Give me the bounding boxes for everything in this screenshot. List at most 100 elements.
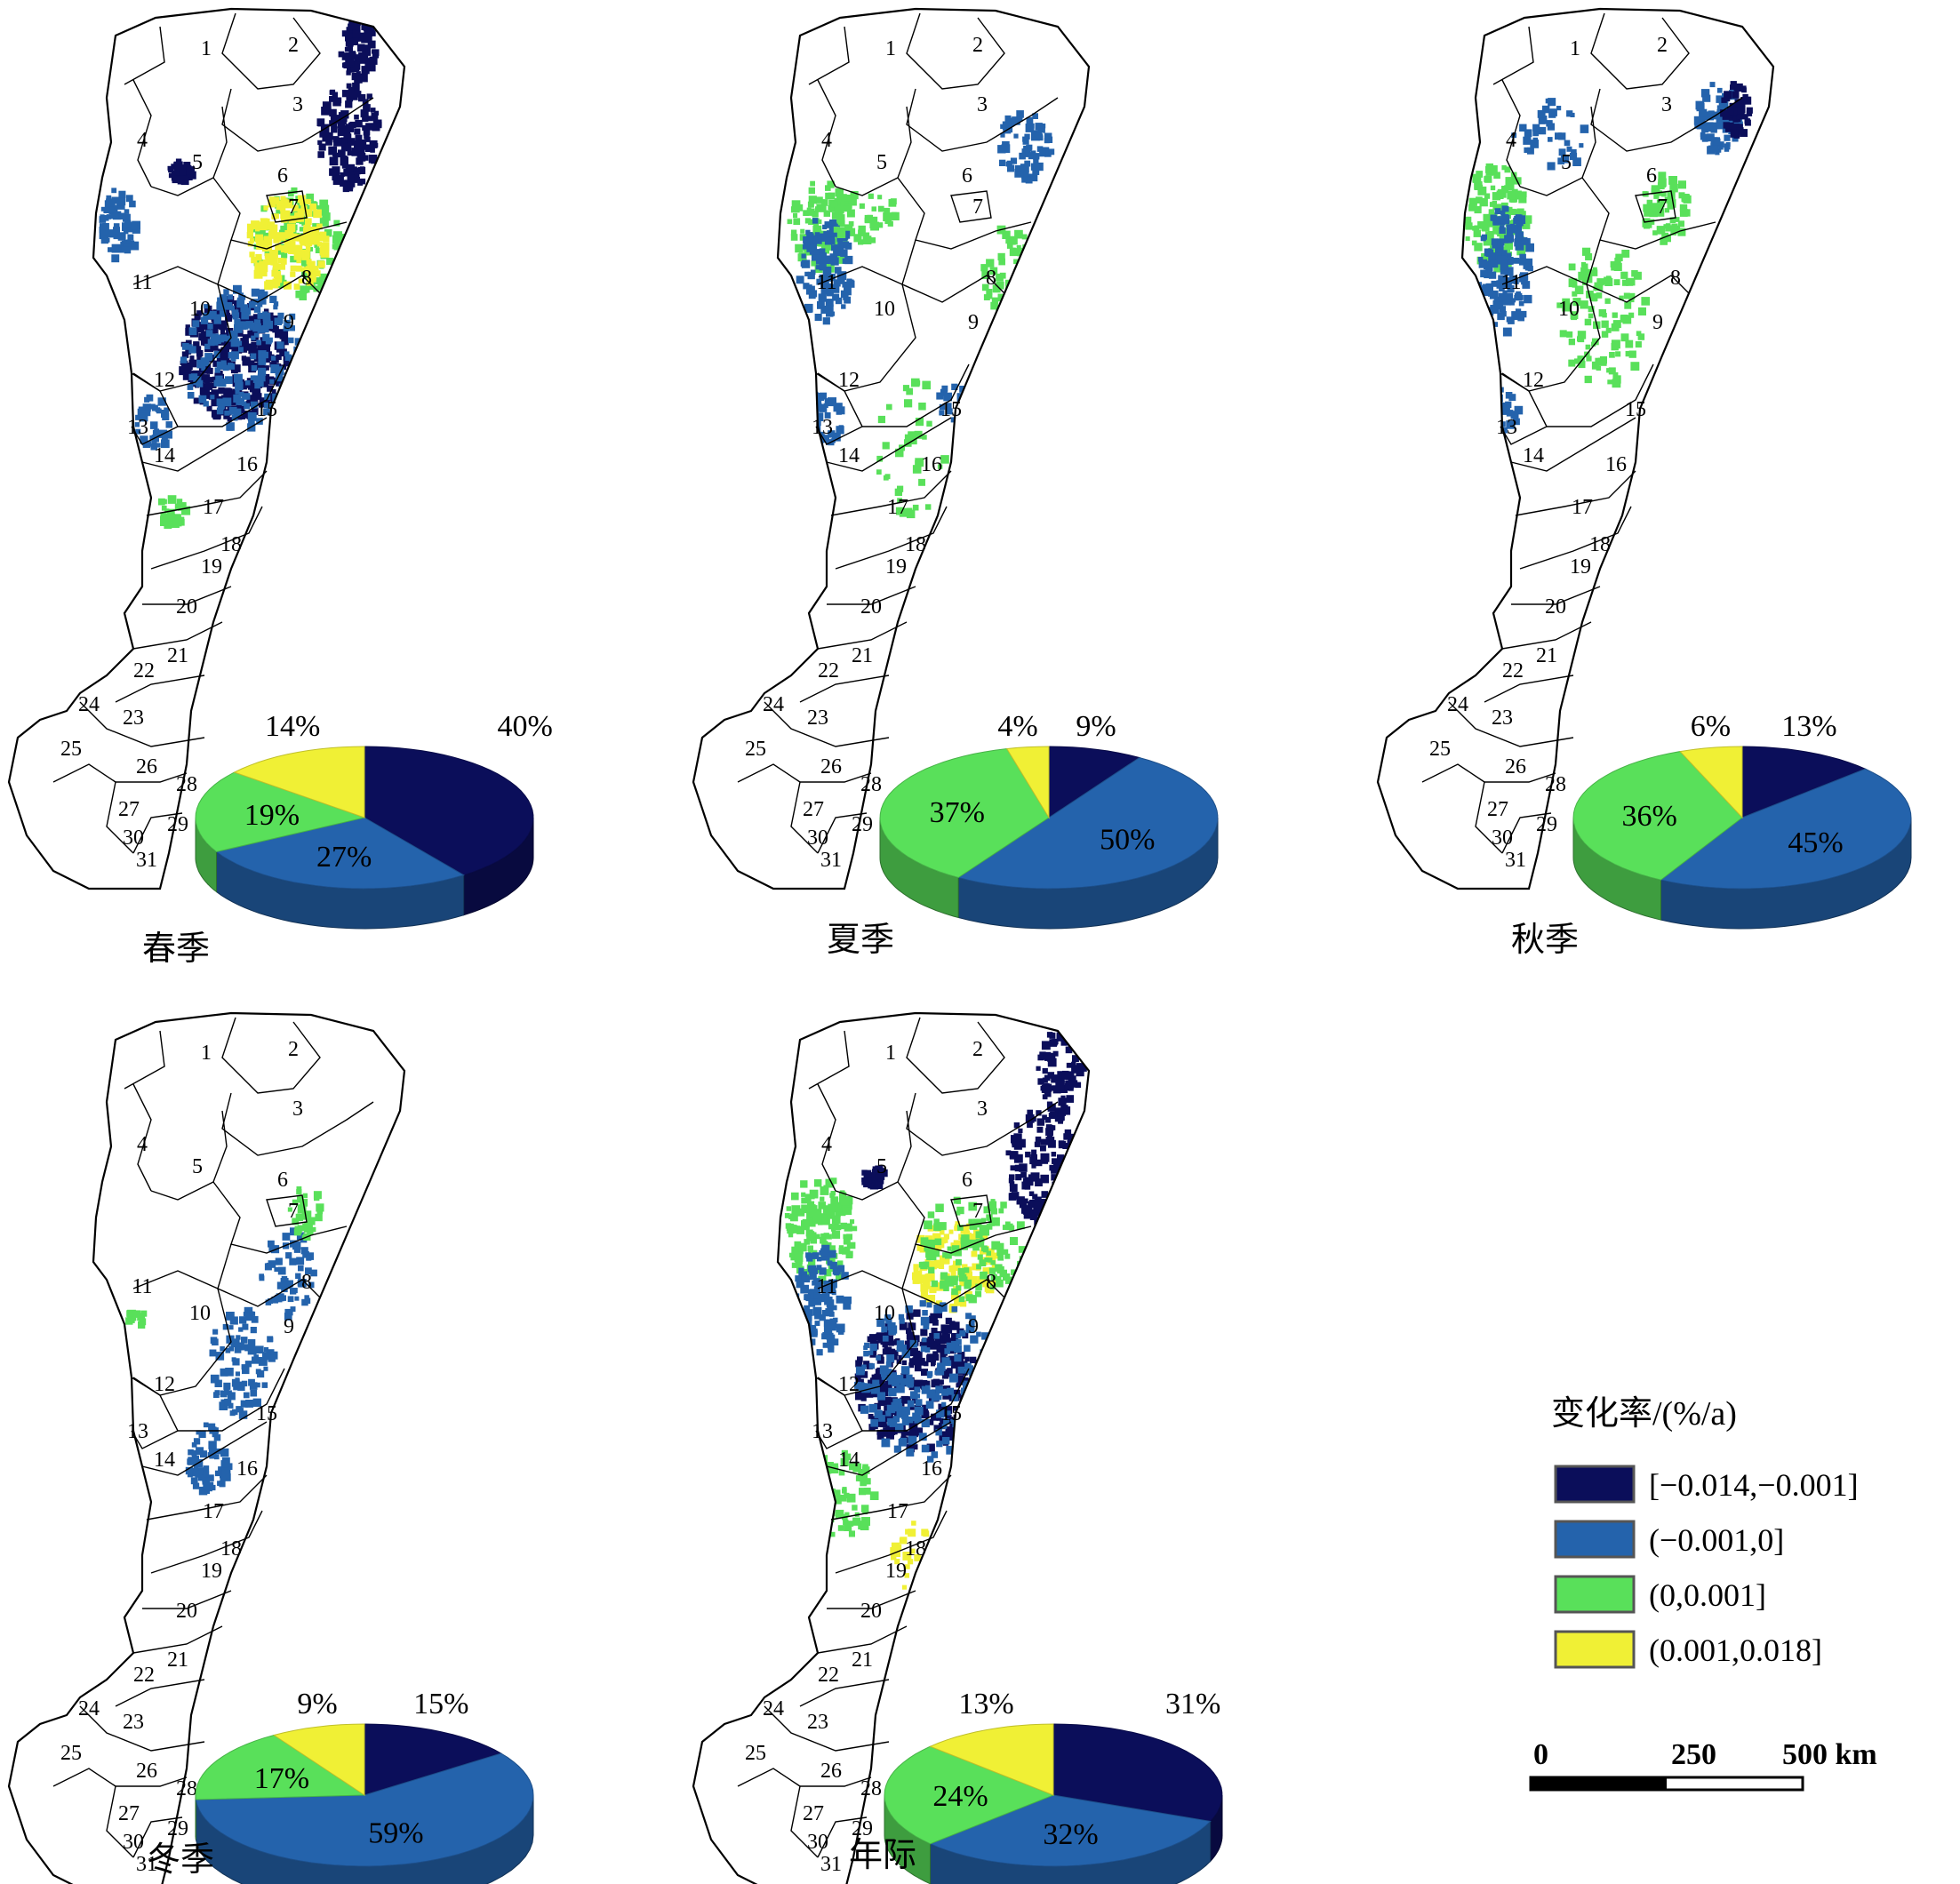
legend-label-1: [−0.014,−0.001] (1649, 1467, 1859, 1503)
region-number-31: 31 (820, 1853, 842, 1876)
district-border (124, 26, 165, 85)
district-border (1501, 812, 1552, 854)
pie-slice-2 (956, 756, 1219, 890)
region-number-11: 11 (1500, 271, 1521, 294)
region-number-23: 23 (123, 1711, 144, 1734)
region-number-2: 2 (288, 34, 299, 57)
region-number-22: 22 (818, 1664, 839, 1687)
district-border (217, 1243, 321, 1307)
pie-slice-3 (195, 771, 366, 853)
pie-label-3: 17% (254, 1762, 309, 1795)
district-border (141, 1421, 268, 1476)
region-number-17: 17 (203, 496, 224, 519)
pie-label-2: 27% (316, 841, 372, 874)
region-number-16: 16 (236, 1457, 258, 1481)
district-border (150, 506, 263, 570)
region-number-31: 31 (136, 849, 157, 872)
pie-slice-1 (364, 1723, 502, 1796)
district-border (1501, 621, 1592, 650)
region-number-23: 23 (807, 706, 828, 730)
pie-slice-3 (879, 747, 1050, 879)
district-border (115, 675, 205, 703)
district-border (1501, 79, 1521, 188)
region-number-6: 6 (962, 1169, 972, 1192)
region-number-24: 24 (763, 693, 784, 716)
pie-slice-4 (272, 1723, 365, 1796)
region-number-9: 9 (284, 1315, 294, 1338)
district-border (808, 1030, 850, 1090)
region-number-7: 7 (972, 1200, 983, 1223)
pie-slice-1 (364, 746, 534, 876)
region-number-16: 16 (921, 1457, 942, 1481)
district-border (800, 1776, 872, 1787)
region-number-3: 3 (292, 1098, 303, 1121)
district-border (221, 12, 321, 90)
region-number-26: 26 (136, 1760, 157, 1783)
region-number-19: 19 (201, 555, 222, 579)
study-area-outline (7, 7, 406, 890)
region-number-17: 17 (887, 1500, 908, 1523)
district-border (1484, 675, 1574, 703)
district-border (79, 701, 205, 747)
region-number-13: 13 (1496, 416, 1517, 439)
region-number-21: 21 (1536, 644, 1557, 667)
district-border (132, 1816, 183, 1858)
region-number-2: 2 (972, 1038, 983, 1061)
region-number-25: 25 (60, 1742, 82, 1765)
region-number-3: 3 (977, 1098, 988, 1121)
region-number-19: 19 (885, 1560, 907, 1583)
district-border (1515, 470, 1636, 516)
district-border (1484, 772, 1556, 783)
region-number-11: 11 (132, 271, 152, 294)
region-number-5: 5 (192, 1155, 203, 1178)
region-number-18: 18 (220, 1537, 242, 1561)
region-number-15: 15 (1625, 398, 1646, 421)
district-border (764, 701, 890, 747)
region-number-31: 31 (1505, 849, 1526, 872)
pie-label-4: 9% (297, 1688, 337, 1720)
region-number-21: 21 (852, 1648, 873, 1672)
region-number-10: 10 (1558, 298, 1580, 321)
region-number-4: 4 (821, 1133, 832, 1156)
region-number-30: 30 (123, 1831, 144, 1854)
region-number-30: 30 (123, 826, 144, 850)
scale-label-0: 0 (1533, 1738, 1548, 1771)
region-number-6: 6 (277, 1169, 288, 1192)
district-border (116, 772, 188, 783)
district-border (132, 621, 223, 650)
region-number-6: 6 (962, 164, 972, 188)
panel-5: 1 234567891011121314151617181920212223242… (692, 1011, 1223, 1884)
region-number-1: 1 (201, 1042, 212, 1065)
region-number-13: 13 (812, 416, 833, 439)
region-number-5: 5 (1561, 151, 1572, 174)
district-border (835, 106, 912, 196)
panel-title: 春季 (142, 930, 210, 968)
district-border (132, 79, 152, 188)
district-border (817, 79, 836, 188)
region-number-15: 15 (256, 398, 277, 421)
study-area-outline (692, 7, 1091, 890)
region-number-10: 10 (189, 298, 211, 321)
proportion-pie: 40% 27% 19% 14% (195, 710, 553, 930)
district-border (799, 1679, 890, 1707)
region-number-14: 14 (154, 444, 175, 467)
region-number-9: 9 (1652, 311, 1663, 334)
panel-title: 秋季 (1511, 922, 1579, 959)
district-border (1500, 426, 1548, 445)
district-border (142, 1590, 232, 1609)
district-border (212, 1181, 348, 1254)
region-number-16: 16 (1605, 453, 1627, 476)
district-border (906, 1017, 1005, 1094)
legend-label-4: (0.001,0.018] (1649, 1633, 1822, 1668)
panel-title: 夏季 (827, 922, 894, 959)
district-border (132, 1083, 152, 1192)
legend-swatch-4 (1554, 1630, 1636, 1669)
district-border (897, 177, 1032, 250)
region-number-20: 20 (176, 1600, 197, 1623)
region-number-20: 20 (860, 1600, 882, 1623)
region-number-27: 27 (118, 1802, 140, 1825)
legend: 变化率/(%/a) [−0.014,−0.001] (−0.001,0] (0,0.0… (1551, 1395, 1859, 1669)
region-number-18: 18 (220, 533, 242, 556)
region-number-12: 12 (838, 369, 860, 392)
